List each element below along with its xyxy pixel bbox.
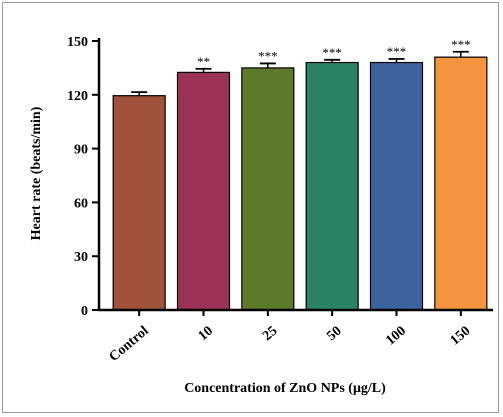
bar-control (112, 95, 166, 311)
significance-label: *** (322, 45, 342, 60)
significance-label: *** (387, 44, 407, 59)
bar-25 (241, 67, 295, 311)
bar-50 (305, 61, 359, 311)
bars-layer: ** *** *** *** *** (112, 37, 488, 311)
bar-100 (369, 61, 424, 311)
x-tick-label: Control (107, 324, 152, 365)
x-axis-title: Concentration of ZnO NPs (μg/L) (184, 381, 386, 396)
x-tick-label: 10 (196, 324, 216, 344)
bar-10 (176, 71, 231, 311)
y-tick-label: 120 (67, 89, 88, 104)
y-tick-label: 90 (74, 143, 88, 158)
x-tick-label: 50 (324, 324, 344, 344)
bar-150 (434, 56, 488, 311)
y-axis-title: Heart rate (beats/min) (29, 106, 44, 240)
x-tick-label: 25 (260, 324, 280, 344)
axes-layer (97, 38, 493, 312)
y-tick-label: 150 (67, 35, 88, 50)
significance-label: ** (197, 54, 210, 69)
y-tick-label: 30 (74, 250, 88, 265)
significance-label: *** (258, 48, 278, 63)
significance-label: *** (451, 37, 471, 52)
x-tick-label: 100 (383, 324, 409, 349)
y-tick-label: 60 (74, 196, 88, 211)
y-tick-label: 0 (81, 304, 88, 319)
x-tick-label: 150 (448, 324, 474, 349)
